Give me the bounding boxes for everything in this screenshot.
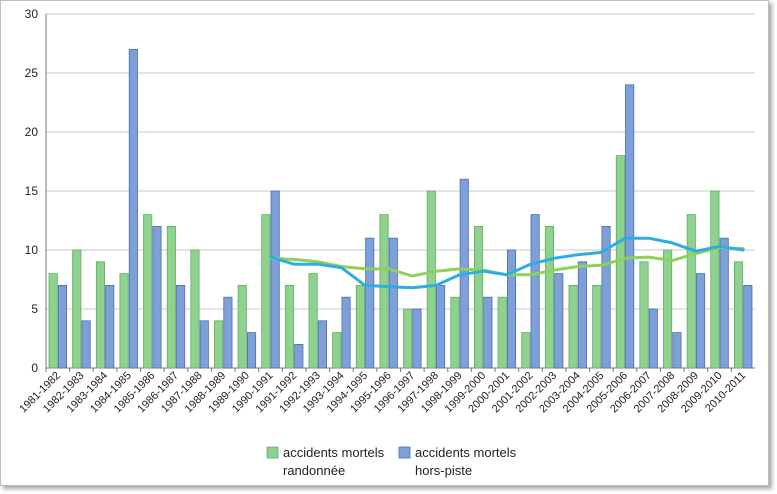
bar-hors-piste bbox=[57, 284, 68, 369]
legend-label-hors-piste-line2: hors-piste bbox=[415, 463, 472, 478]
bar-hors-piste bbox=[530, 214, 540, 369]
bar-hors-piste bbox=[696, 273, 706, 369]
bar-randonnee bbox=[686, 214, 696, 369]
bar-randonnee bbox=[284, 284, 295, 369]
bar-randonnee bbox=[544, 225, 555, 369]
bar-randonnee bbox=[95, 261, 105, 369]
x-axis-ticks: 1981-19821982-19831983-19841984-19851985… bbox=[17, 368, 748, 415]
bar-hors-piste bbox=[223, 296, 233, 369]
trend-line-hors-piste bbox=[269, 236, 745, 290]
y-tick-label: 10 bbox=[25, 243, 39, 257]
bar-hors-piste bbox=[105, 284, 115, 369]
bar-randonnee bbox=[733, 261, 744, 369]
bar-randonnee bbox=[639, 261, 649, 369]
bar-hors-piste bbox=[625, 84, 635, 369]
bar-randonnee bbox=[710, 190, 720, 369]
bar-randonnee bbox=[308, 273, 318, 369]
bar-hors-piste bbox=[506, 249, 517, 369]
legend-label-randonnee-line2: randonnée bbox=[283, 463, 345, 478]
bar-randonnee bbox=[403, 308, 413, 369]
y-tick-label: 25 bbox=[25, 66, 39, 80]
bar-hors-piste bbox=[719, 237, 729, 369]
bar-randonnee bbox=[48, 273, 58, 369]
bar-randonnee bbox=[568, 284, 578, 369]
bar-hors-piste bbox=[176, 284, 186, 369]
bar-hors-piste bbox=[294, 343, 304, 369]
bar-hors-piste bbox=[672, 332, 682, 369]
bar-hors-piste bbox=[554, 273, 564, 369]
bar-randonnee bbox=[379, 214, 389, 369]
y-tick-label: 5 bbox=[31, 302, 38, 316]
bar-randonnee bbox=[214, 320, 224, 369]
bar-randonnee bbox=[497, 296, 507, 369]
bar-hors-piste bbox=[412, 308, 422, 369]
bar-hors-piste bbox=[601, 225, 611, 369]
y-tick-label: 0 bbox=[31, 361, 38, 375]
bar-randonnee bbox=[355, 284, 365, 369]
gridlines bbox=[45, 13, 755, 369]
bar-randonnee bbox=[663, 249, 673, 369]
bar-hors-piste bbox=[648, 308, 658, 369]
bar-randonnee bbox=[426, 190, 436, 369]
bar-randonnee bbox=[521, 332, 531, 369]
bar-hors-piste bbox=[128, 49, 138, 369]
legend: accidents mortels randonnée accidents mo… bbox=[266, 445, 517, 478]
bar-randonnee bbox=[474, 225, 484, 369]
bars bbox=[48, 49, 753, 369]
bar-hors-piste bbox=[388, 237, 398, 369]
bar-hors-piste bbox=[199, 320, 209, 369]
bar-hors-piste bbox=[341, 296, 351, 369]
bar-randonnee bbox=[332, 332, 342, 369]
y-tick-label: 20 bbox=[25, 125, 39, 139]
legend-swatch-randonnee bbox=[266, 446, 279, 459]
legend-swatch-hors-piste bbox=[398, 446, 411, 459]
y-tick-label: 15 bbox=[25, 184, 39, 198]
bar-hors-piste bbox=[317, 320, 327, 369]
bar-hors-piste bbox=[436, 284, 446, 369]
bar-randonnee bbox=[592, 284, 602, 369]
trend-line-randonnee bbox=[269, 246, 745, 278]
legend-label-hors-piste-line1: accidents mortels bbox=[415, 445, 517, 460]
bar-hors-piste bbox=[743, 284, 753, 369]
bar-randonnee bbox=[450, 296, 460, 369]
bar-hors-piste bbox=[81, 320, 91, 369]
bar-hors-piste bbox=[270, 190, 280, 369]
bar-hors-piste bbox=[577, 261, 587, 369]
bar-randonnee bbox=[261, 214, 271, 369]
bar-randonnee bbox=[237, 284, 247, 369]
legend-label-randonnee-line1: accidents mortels bbox=[283, 445, 385, 460]
bar-hors-piste bbox=[365, 237, 375, 369]
trend-lines bbox=[269, 236, 745, 290]
y-tick-label: 30 bbox=[25, 7, 39, 21]
bar-randonnee bbox=[190, 249, 200, 369]
bar-hors-piste bbox=[246, 332, 257, 369]
bar-randonnee bbox=[166, 225, 176, 369]
bar-randonnee bbox=[72, 249, 82, 369]
bar-hors-piste bbox=[483, 296, 493, 369]
bar-randonnee bbox=[119, 273, 129, 369]
bar-hors-piste bbox=[152, 225, 162, 369]
bar-randonnee bbox=[143, 214, 153, 369]
y-axis-ticks: 0 5 10 15 20 25 30 bbox=[25, 7, 39, 375]
